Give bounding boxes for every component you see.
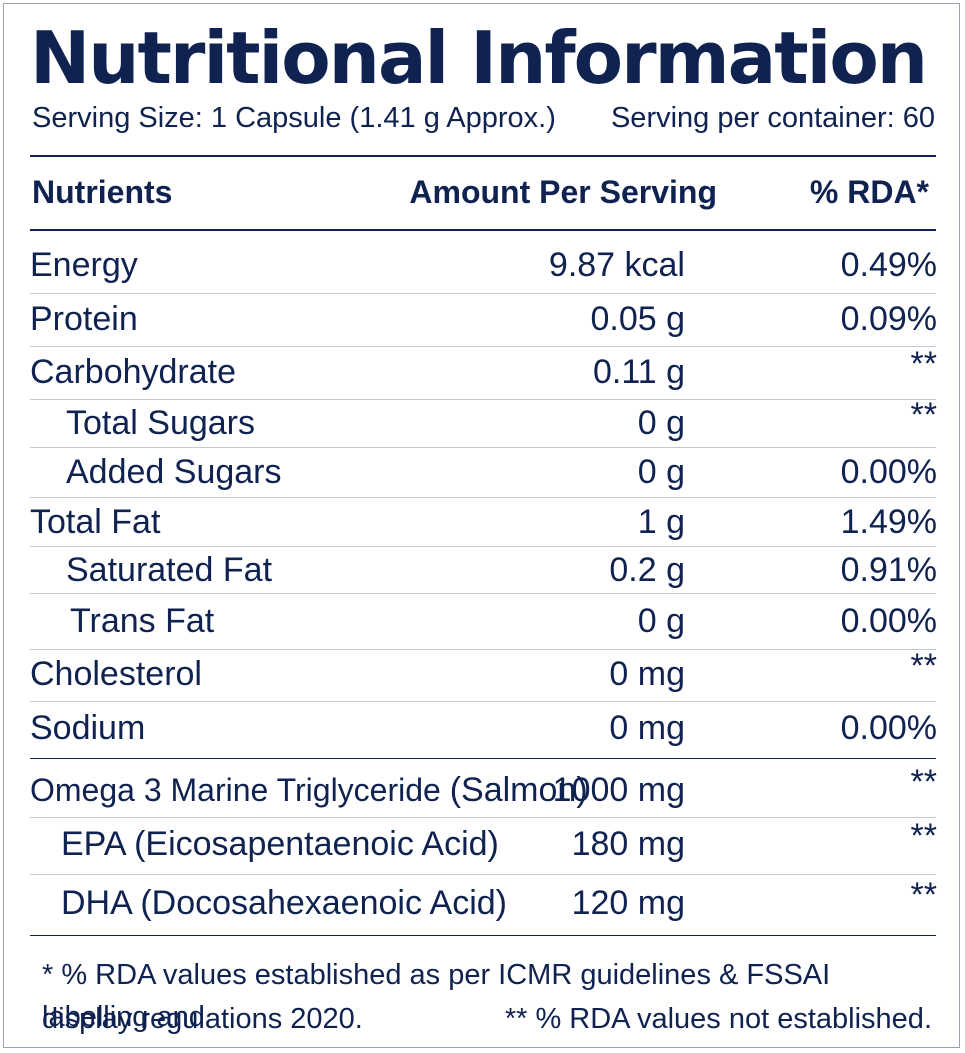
nutrient-name: Cholesterol (30, 655, 202, 693)
nutrient-amount: 0 g (637, 602, 685, 640)
nutrient-name: Carbohydrate (30, 353, 237, 391)
nutrient-amount: 0 mg (609, 709, 685, 747)
nutrient-rda: ** (910, 647, 937, 685)
table-row: EPA (Eicosapentaenoic Acid) 180 mg ** (4, 819, 961, 869)
nutrient-amount: 0.2 g (609, 551, 685, 589)
header-nutrients: Nutrients (32, 174, 173, 210)
header-amount: Amount Per Serving (409, 174, 717, 210)
nutrient-name: Omega 3 Marine Triglyceride (Salmon) (30, 765, 588, 815)
footnote-rda-not-established: ** % RDA values not established. (504, 1003, 932, 1035)
footer-divider (30, 935, 936, 936)
nutrient-rda: 0.00% (840, 709, 937, 747)
nutrient-amount: 0 mg (609, 655, 685, 693)
table-row: DHA (Docosahexaenoic Acid) 120 mg ** (4, 878, 961, 928)
table-row: Carbohydrate 0.11 g ** (4, 347, 961, 397)
row-divider (30, 346, 936, 347)
row-divider (30, 874, 936, 875)
row-divider (30, 701, 936, 702)
page-title: Nutritional Information (30, 16, 928, 100)
nutrient-rda: ** (910, 396, 937, 434)
table-row: Total Fat 1 g 1.49% (4, 497, 961, 547)
header-divider (30, 229, 936, 231)
nutrient-rda: ** (910, 876, 937, 914)
nutrient-rda: 0.09% (840, 300, 937, 338)
table-row: Trans Fat 0 g 0.00% (4, 596, 961, 646)
nutrient-rda: 0.91% (840, 551, 937, 589)
nutrient-amount: 0.11 g (592, 353, 685, 391)
row-divider (30, 817, 936, 818)
nutrient-name: Energy (30, 246, 138, 284)
row-divider (30, 293, 936, 294)
servings-per-container: Serving per container: 60 (610, 102, 935, 134)
nutrient-amount: 0 g (637, 453, 685, 491)
nutrient-name: Protein (30, 300, 138, 338)
table-row: Sodium 0 mg 0.00% (4, 703, 961, 753)
nutrient-amount: 1000 mg (552, 771, 685, 809)
omega-source: (Salmon) (449, 771, 588, 809)
footnote-regulations: display regulations 2020. (42, 1003, 363, 1035)
nutrient-name: DHA (Docosahexaenoic Acid) (61, 884, 508, 922)
section-divider (30, 758, 936, 759)
row-divider (30, 447, 936, 448)
nutrient-name: Saturated Fat (66, 551, 273, 589)
table-row: Saturated Fat 0.2 g 0.91% (4, 545, 961, 595)
table-row: Omega 3 Marine Triglyceride (Salmon) 100… (4, 765, 961, 815)
nutrient-name: Total Sugars (66, 404, 255, 442)
nutrient-rda: 0.00% (840, 453, 937, 491)
nutrient-rda: 1.49% (840, 503, 937, 541)
omega-label: Omega 3 Marine Triglyceride (30, 772, 441, 808)
nutrient-name: EPA (Eicosapentaenoic Acid) (61, 825, 499, 863)
nutrient-rda: 0.00% (840, 602, 937, 640)
row-divider (30, 546, 936, 547)
nutrient-name: Added Sugars (66, 453, 282, 491)
nutrient-amount: 1 g (637, 503, 685, 541)
top-divider (30, 155, 936, 157)
nutrient-amount: 9.87 kcal (548, 246, 685, 284)
nutrient-name: Sodium (30, 709, 146, 747)
nutrient-rda: ** (910, 763, 937, 801)
table-row: Added Sugars 0 g 0.00% (4, 447, 961, 497)
row-divider (30, 497, 936, 498)
nutrient-amount: 0 g (637, 404, 685, 442)
row-divider (30, 399, 936, 400)
nutrient-amount: 180 mg (571, 825, 685, 863)
table-row: Cholesterol 0 mg ** (4, 649, 961, 699)
footnote-rda-established: * % RDA values established as per ICMR g… (42, 959, 831, 1033)
nutrient-name: Trans Fat (70, 602, 215, 640)
nutrient-amount: 120 mg (571, 884, 685, 922)
footnote-line-2: display regulations 2020. ** % RDA value… (42, 998, 936, 1040)
nutrient-rda: ** (910, 345, 937, 383)
row-divider (30, 649, 936, 650)
header-rda: % RDA* (809, 174, 929, 210)
nutrient-rda: ** (910, 817, 937, 855)
table-row: Energy 9.87 kcal 0.49% (4, 240, 961, 290)
table-row: Total Sugars 0 g ** (4, 398, 961, 448)
nutrient-amount: 0.05 g (590, 300, 685, 338)
nutrient-name: Total Fat (30, 503, 161, 541)
table-row: Protein 0.05 g 0.09% (4, 294, 961, 344)
serving-size: Serving Size: 1 Capsule (1.41 g Approx.) (32, 102, 556, 134)
row-divider (30, 593, 936, 594)
nutrient-rda: 0.49% (840, 246, 937, 284)
nutrition-label: Nutritional Information Serving Size: 1 … (3, 3, 960, 1048)
